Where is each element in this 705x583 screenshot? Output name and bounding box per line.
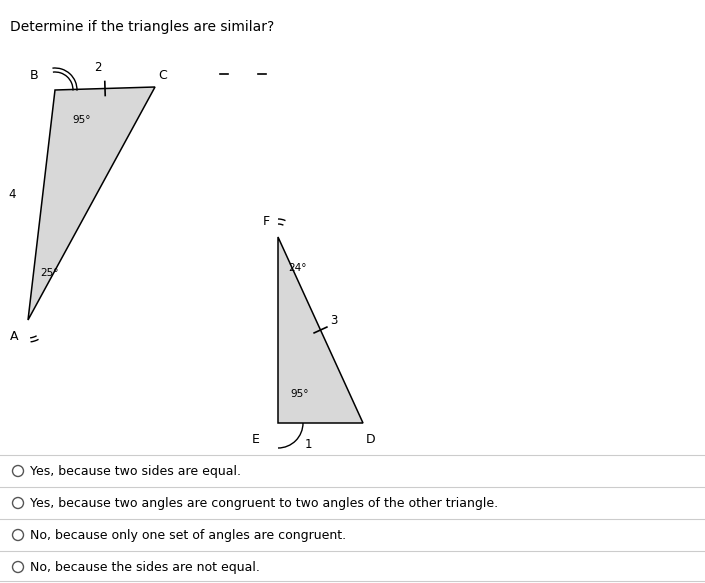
Text: Determine if the triangles are similar?: Determine if the triangles are similar? — [10, 20, 274, 34]
Text: 3: 3 — [330, 314, 338, 326]
Polygon shape — [28, 87, 155, 320]
Text: 95°: 95° — [290, 389, 309, 399]
Text: No, because only one set of angles are congruent.: No, because only one set of angles are c… — [30, 529, 346, 542]
Text: No, because the sides are not equal.: No, because the sides are not equal. — [30, 560, 260, 574]
Text: 95°: 95° — [72, 115, 90, 125]
Text: A: A — [10, 330, 18, 343]
Text: B: B — [30, 69, 38, 82]
Text: D: D — [366, 433, 376, 446]
Text: 2: 2 — [94, 61, 102, 74]
Text: 25°: 25° — [40, 268, 59, 278]
Text: 24°: 24° — [288, 263, 307, 273]
Polygon shape — [278, 237, 363, 423]
Text: Yes, because two sides are equal.: Yes, because two sides are equal. — [30, 465, 241, 477]
Text: 1: 1 — [305, 438, 312, 451]
Text: C: C — [158, 69, 167, 82]
Text: E: E — [252, 433, 260, 446]
Text: 4: 4 — [8, 188, 16, 202]
Text: Yes, because two angles are congruent to two angles of the other triangle.: Yes, because two angles are congruent to… — [30, 497, 498, 510]
Text: F: F — [263, 215, 270, 228]
